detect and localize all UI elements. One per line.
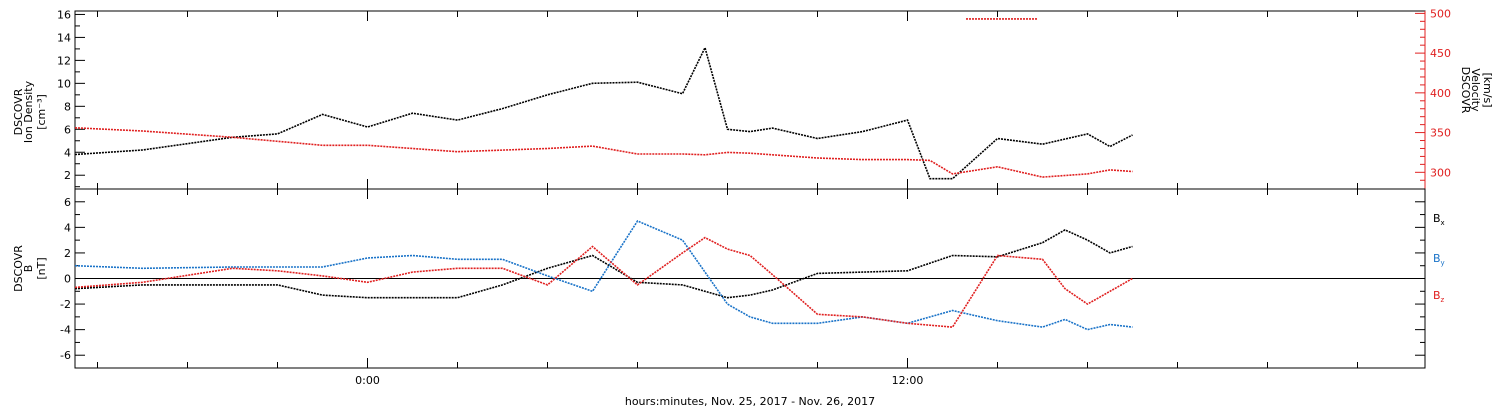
- density-tick-label: 14: [57, 31, 71, 44]
- density-axis-label: [cm⁻³]: [35, 94, 48, 130]
- density-tick-label: 8: [64, 100, 71, 113]
- b-axis-label: [nT]: [35, 257, 48, 279]
- x-tick-label: 0:00: [355, 374, 380, 387]
- time-axis: 0:00 12:00: [97, 11, 1358, 387]
- velocity-axis-label: Velocity: [1469, 68, 1482, 112]
- velocity-axis-label: [km/s]: [1481, 72, 1494, 107]
- b-tick-label: -6: [60, 349, 71, 362]
- b-axis-label: DSCOVR: [12, 245, 25, 292]
- velocity-tick-label: 400: [1430, 87, 1451, 100]
- b-tick-label: 6: [64, 196, 71, 209]
- density-tick-label: 10: [57, 77, 71, 90]
- density-tick-label: 2: [64, 169, 71, 182]
- Bx-series: [74, 229, 1133, 299]
- density-axis-label: DSCOVR: [12, 88, 25, 135]
- density-axis-label: Ion Density: [22, 80, 35, 143]
- b-tick-label: 0: [64, 273, 71, 286]
- density-tick-label: 4: [64, 146, 71, 159]
- x-axis-title: hours:minutes, Nov. 25, 2017 - Nov. 26, …: [625, 395, 875, 408]
- Bz-series: [74, 236, 1133, 328]
- density-series: [74, 45, 1133, 180]
- x-tick-label: 12:00: [892, 374, 924, 387]
- velocity-tick-label: 300: [1430, 166, 1451, 179]
- velocity-axis-label: DSCOVR: [1459, 67, 1472, 114]
- plasma-panel-frame: [74, 10, 1426, 190]
- legend-Bx: Bx: [1433, 212, 1445, 227]
- b-tick-label: 4: [64, 221, 71, 234]
- density-tick-label: 16: [57, 8, 71, 21]
- velocity-tick-label: 350: [1430, 127, 1451, 140]
- b-tick-label: 2: [64, 247, 71, 260]
- b-axis-label: B: [22, 265, 35, 273]
- velocity-tick-label: 450: [1430, 47, 1451, 60]
- density-tick-label: 12: [57, 54, 71, 67]
- density-tick-label: 6: [64, 123, 71, 136]
- velocity-tick-label: 500: [1430, 7, 1451, 20]
- b-tick-label: -4: [60, 324, 71, 337]
- velocity-series: [74, 127, 1133, 178]
- legend-Bz: Bz: [1433, 289, 1445, 304]
- By-series: [74, 219, 1133, 331]
- legend-By: By: [1433, 252, 1445, 267]
- b-tick-label: -2: [60, 298, 71, 311]
